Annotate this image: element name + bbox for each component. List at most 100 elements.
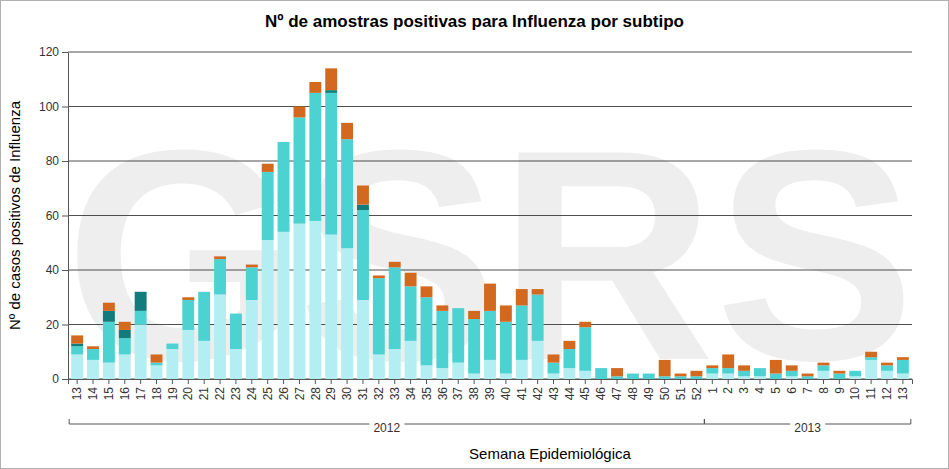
bar [865,357,877,360]
bar [786,365,798,370]
tick: 13 [896,379,910,400]
bar [230,313,242,314]
tick-mark [553,379,554,384]
tick-label: 0 [52,372,59,386]
bar [198,292,210,341]
bar [293,107,305,118]
bar [643,373,655,374]
tick-mark [172,379,173,384]
bar [833,374,845,379]
tick: 30 [340,379,354,400]
tick-label: 26 [277,387,291,401]
bar [357,300,369,379]
bar [643,373,655,374]
tick-mark [62,270,68,271]
bar [103,322,115,363]
tick-label: 80 [46,154,60,168]
tick: 31 [356,379,370,400]
bar [119,338,131,354]
bar [500,374,512,379]
tick: 14 [86,379,100,400]
tick-label: 34 [404,387,418,401]
bar [865,360,877,379]
tick-label: 28 [309,387,323,401]
tick: 52 [690,379,704,400]
tick-mark [315,379,316,384]
bars [71,68,909,379]
bar [278,141,290,142]
tick: 48 [626,379,640,400]
tick-label: 25 [261,387,275,401]
series [71,90,369,346]
tick: 22 [213,379,227,400]
tick-label: 36 [436,387,450,401]
bar [802,376,814,379]
tick: 120 [39,45,68,59]
bar [452,308,464,309]
tick-mark [140,379,141,384]
tick: 26 [277,379,291,400]
tick-label: 2 [721,387,735,394]
bar [214,256,226,259]
bar [849,370,861,371]
tick-label: 20 [46,318,60,332]
tick: 13 [70,379,84,400]
bar [611,376,623,379]
bar [738,371,750,376]
tick-mark [62,161,68,162]
bar [198,291,210,292]
tick: 12 [880,379,894,400]
grid [68,52,912,379]
bar [262,172,274,240]
tick-label: 42 [531,387,545,401]
tick-label: 39 [483,387,497,401]
bar [421,365,433,379]
tick-mark [62,52,68,53]
bar [484,311,496,360]
tick: 16 [118,379,132,400]
bar [119,354,131,379]
tick: 80 [46,154,68,168]
tick: 18 [150,379,164,400]
tick: 37 [451,379,465,400]
tick-label: 49 [642,387,656,401]
tick-mark [855,379,856,384]
bar [262,164,274,172]
grid-line [68,106,912,107]
tick-label: 27 [293,387,307,401]
tick-mark [458,379,459,384]
tick-mark [93,379,94,384]
tick: 15 [102,379,116,400]
bar [818,363,830,366]
tick-mark [490,379,491,384]
tick-label: 32 [372,387,386,401]
bar [722,374,734,379]
tick-mark [632,379,633,384]
tick-mark [585,379,586,384]
bar [151,363,163,366]
tick-mark [648,379,649,384]
bar [627,374,639,379]
bar [71,346,83,354]
tick-mark [807,379,808,384]
bar [309,221,321,379]
bar [516,360,528,379]
bar [532,341,544,379]
tick-label: 40 [46,263,60,277]
tick-mark [617,379,618,384]
bar [214,295,226,379]
bar [71,354,83,379]
tick-mark [347,379,348,384]
bar [881,365,893,370]
bar [278,232,290,379]
bar [500,322,512,374]
tick-mark [251,379,252,384]
tick-mark [823,379,824,384]
bar [389,262,401,267]
bar [198,341,210,379]
tick-label: 18 [150,387,164,401]
bar [341,123,353,139]
bar [87,360,99,379]
tick-mark [204,379,205,384]
bar [468,374,480,379]
